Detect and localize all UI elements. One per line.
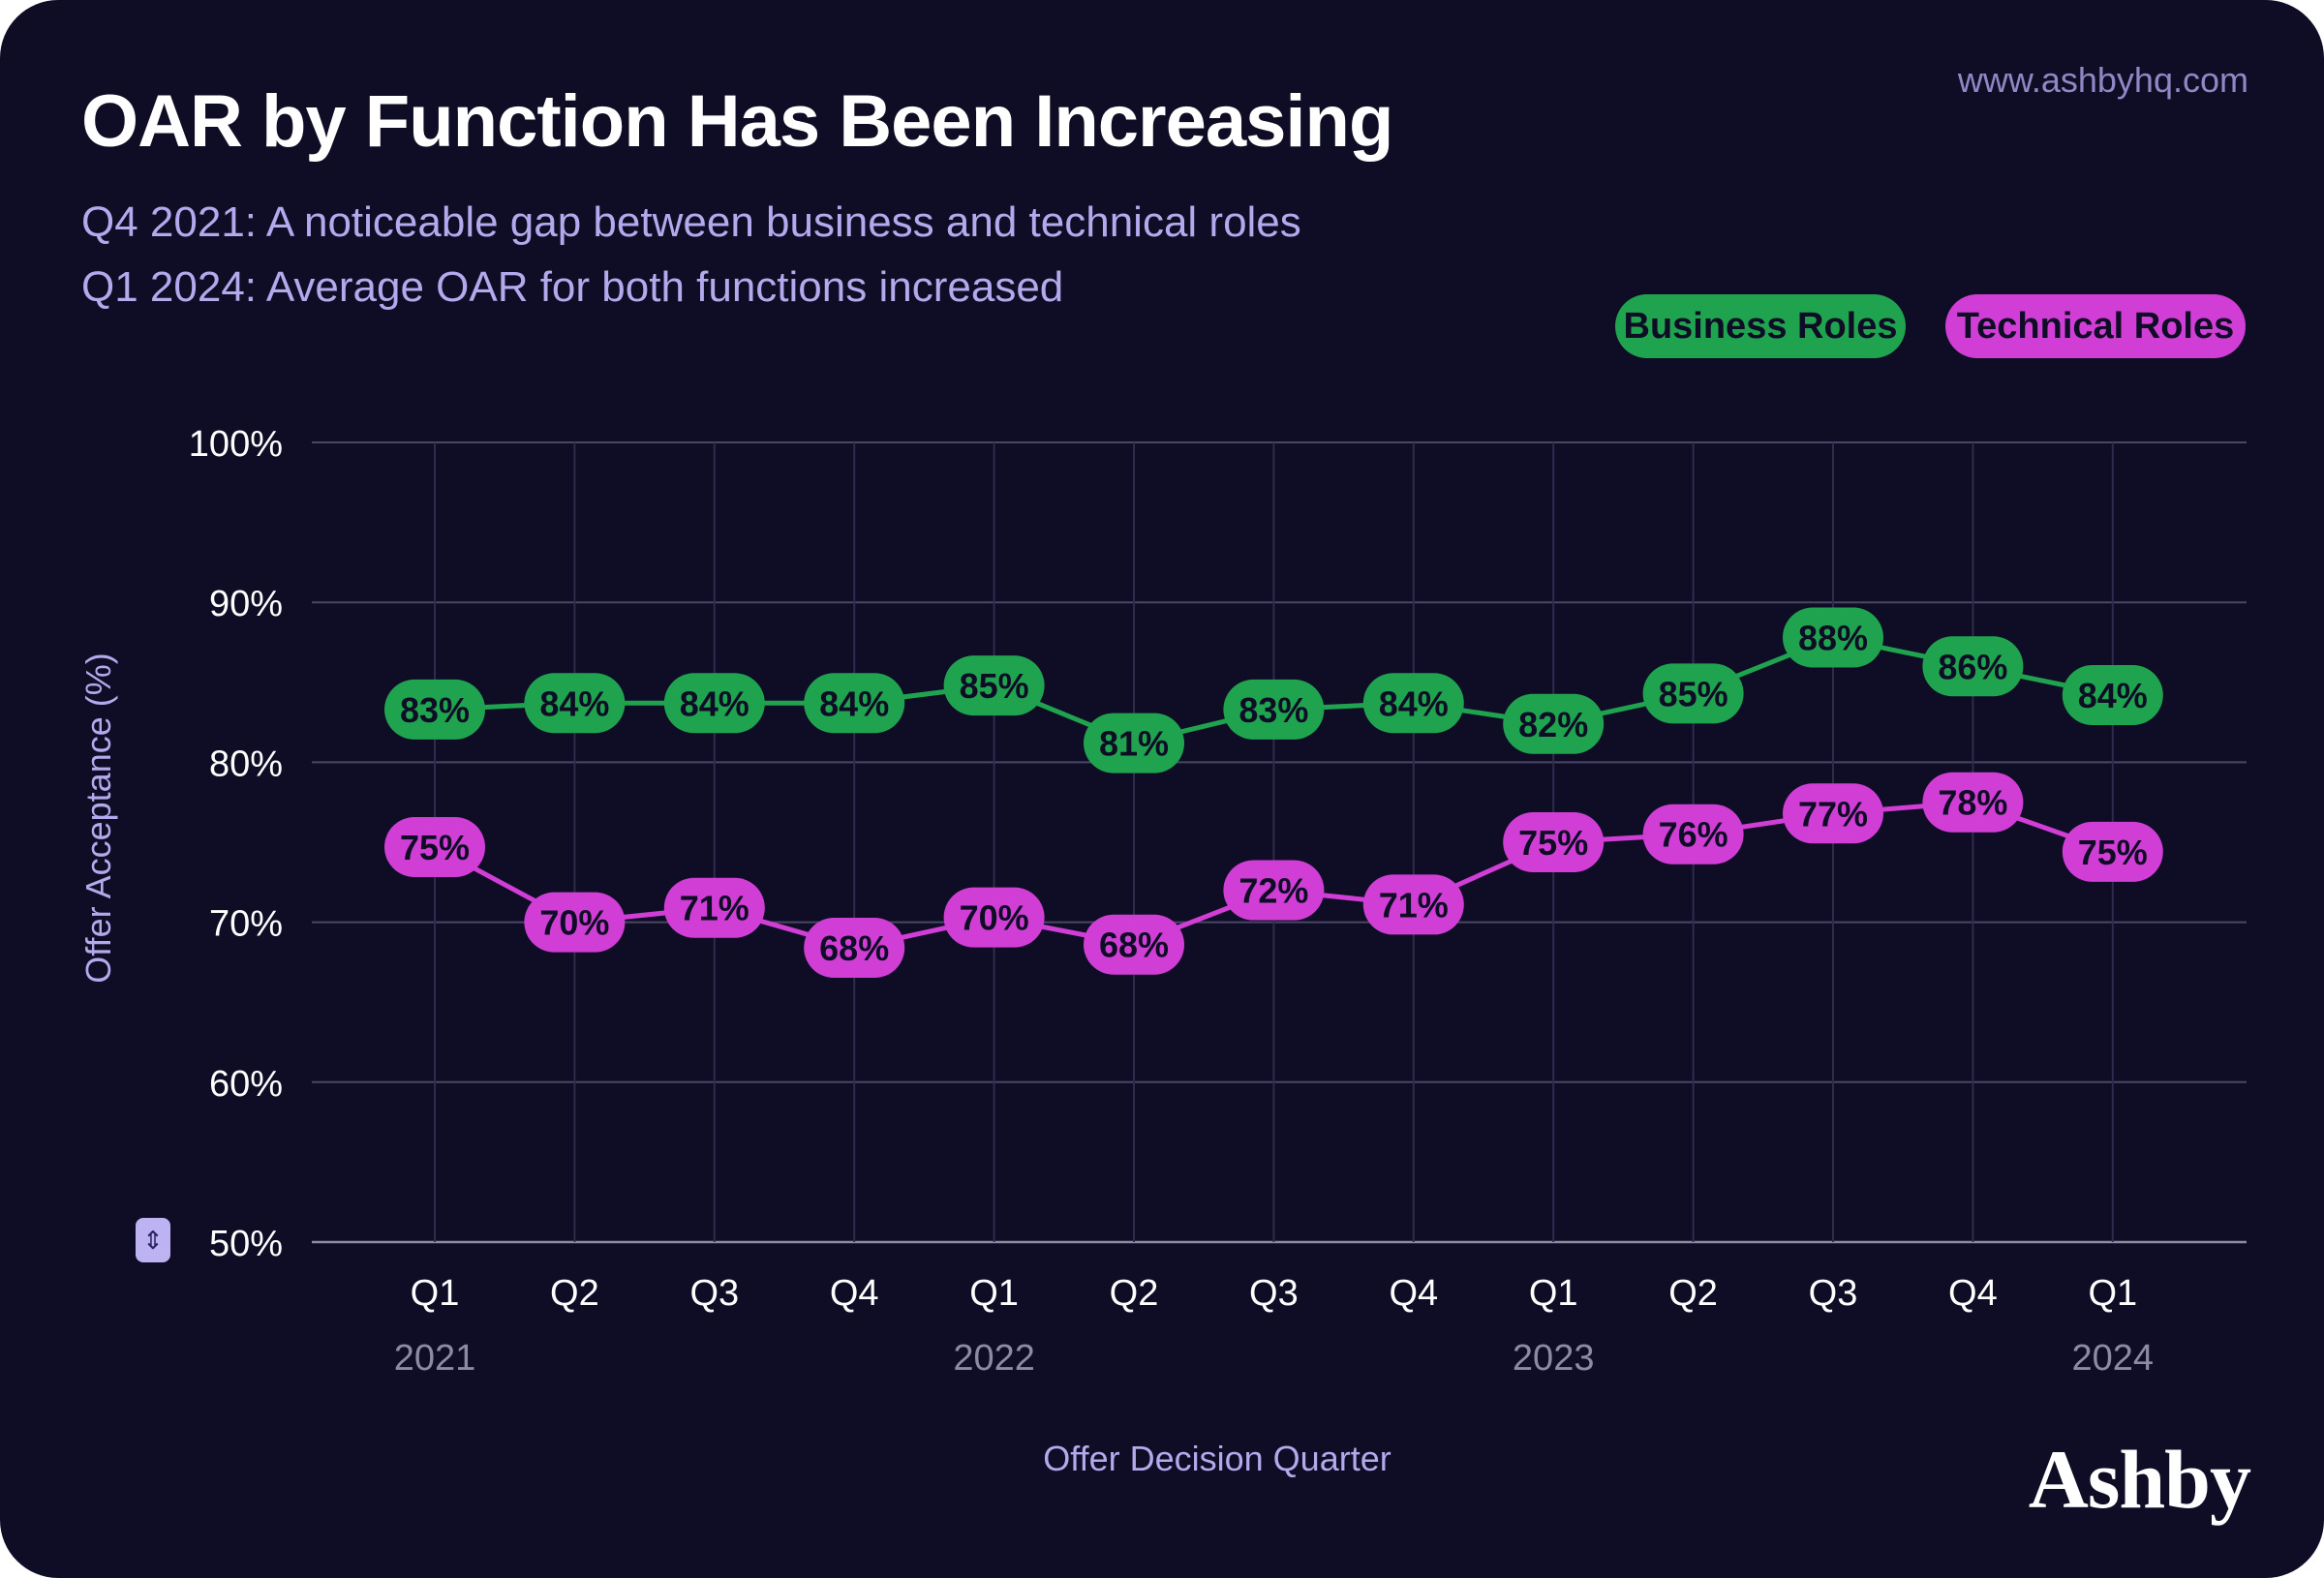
x-tick-label: Q1 (1529, 1273, 1578, 1314)
technical-data-label: 71% (680, 889, 749, 928)
technical-point-marker (1362, 874, 1464, 935)
business-point-marker (943, 655, 1045, 716)
technical-point-marker (1642, 804, 1744, 865)
technical-data-label: 72% (1238, 871, 1308, 911)
x-tick-label: Q3 (689, 1273, 739, 1314)
business-data-label: 84% (1379, 683, 1449, 723)
x-tick-label: Q2 (550, 1273, 599, 1314)
subtitle-q1-2024: Q1 2024: Average OAR for both functions … (81, 263, 1064, 311)
x-tick-label: Q4 (1948, 1273, 1998, 1314)
y-tick-label: 50% (209, 1224, 283, 1264)
subtitle-q4-2021: Q4 2021: A noticeable gap between busine… (81, 198, 1301, 246)
y-tick-label: 100% (189, 424, 283, 465)
technical-point-marker (1922, 772, 2024, 833)
x-year-label: 2022 (953, 1338, 1035, 1379)
technical-point-marker (1084, 914, 1184, 975)
technical-data-label: 78% (1938, 783, 2007, 823)
axis-scale-toggle-icon[interactable]: ⇕ (136, 1218, 170, 1262)
technical-point-marker (1783, 783, 1883, 844)
business-point-marker (1223, 679, 1325, 740)
grid-lines (312, 441, 2247, 1244)
technical-point-marker (943, 887, 1045, 948)
business-point-marker (1642, 663, 1744, 724)
business-point-marker (1503, 693, 1605, 754)
y-axis-ticks: 50% 60% 70% 80% 90% 100% (189, 424, 283, 1264)
business-point-marker (384, 679, 485, 740)
technical-data-label: 70% (539, 903, 609, 943)
technical-point-marker (804, 918, 905, 979)
y-tick-label: 60% (209, 1064, 283, 1105)
x-tick-label: Q4 (1389, 1273, 1438, 1314)
website-link[interactable]: www.ashbyhq.com (1957, 60, 2248, 100)
y-axis-title: Offer Acceptance (%) (78, 652, 118, 984)
x-tick-label: Q1 (411, 1273, 460, 1314)
business-data-label: 83% (400, 690, 470, 730)
business-point-marker (1922, 636, 2024, 697)
business-data-label: 84% (819, 683, 889, 723)
technical-data-label: 75% (400, 828, 470, 867)
business-point-marker (1783, 607, 1883, 668)
business-data-label: 83% (1238, 690, 1308, 730)
x-tick-label: Q3 (1249, 1273, 1299, 1314)
x-tick-label: Q1 (2088, 1273, 2137, 1314)
x-year-label: 2023 (1513, 1338, 1595, 1379)
x-tick-label: Q2 (1668, 1273, 1718, 1314)
technical-point-marker (524, 892, 626, 953)
technical-data-label: 75% (1518, 823, 1588, 863)
business-data-label: 82% (1518, 705, 1588, 744)
technical-point-marker (1223, 860, 1325, 921)
x-tick-label: Q2 (1110, 1273, 1159, 1314)
technical-data-label: 68% (1099, 926, 1169, 965)
business-data-label: 84% (2078, 676, 2148, 715)
business-data-label: 84% (680, 683, 749, 723)
x-tick-label: Q4 (830, 1273, 879, 1314)
technical-data-label: 76% (1659, 815, 1728, 855)
technical-data-label: 71% (1379, 885, 1449, 925)
data-labels: 83% 84% 84% 84% 85% 81% 83% 84% 82% 85% 88% 86% 84% 7… (384, 607, 2163, 979)
legend-technical-roles: Technical Roles (1945, 294, 2246, 358)
y-tick-label: 80% (209, 743, 283, 784)
y-tick-label: 70% (209, 904, 283, 945)
legend-business-roles: Business Roles (1615, 294, 1906, 358)
x-tick-label: Q1 (969, 1273, 1019, 1314)
business-data-label: 81% (1099, 724, 1169, 764)
business-data-label: 85% (960, 666, 1029, 706)
x-axis-ticks: Q1 Q2 Q3 Q4 Q1 Q2 Q3 Q4 Q1 Q2 Q3 Q4 Q1 2021 2022 2023 20… (394, 1273, 2154, 1379)
chart-title: OAR by Function Has Been Increasing (81, 80, 1393, 163)
business-data-label: 85% (1659, 674, 1728, 713)
technical-point-marker (1503, 812, 1605, 872)
business-point-marker (804, 673, 905, 734)
technical-data-label: 77% (1798, 794, 1868, 834)
x-axis-title: Offer Decision Quarter (1043, 1439, 1391, 1478)
x-year-label: 2024 (2072, 1338, 2155, 1379)
business-point-marker (524, 673, 626, 734)
business-data-label: 84% (539, 683, 609, 723)
business-point-marker (663, 673, 765, 734)
technical-data-label: 70% (960, 898, 1029, 938)
ashby-logo: Ashby (2028, 1433, 2251, 1526)
technical-point-marker (663, 877, 765, 938)
x-tick-label: Q3 (1809, 1273, 1858, 1314)
technical-data-label: 75% (2078, 833, 2148, 872)
technical-data-label: 68% (819, 928, 889, 968)
business-point-marker (1362, 673, 1464, 734)
technical-point-marker (384, 816, 485, 877)
business-data-label: 88% (1798, 619, 1868, 658)
y-tick-label: 90% (209, 584, 283, 624)
business-point-marker (2062, 665, 2163, 726)
business-data-label: 86% (1938, 647, 2007, 686)
x-year-label: 2021 (394, 1338, 476, 1379)
technical-point-marker (2062, 821, 2163, 882)
business-point-marker (1084, 713, 1184, 774)
